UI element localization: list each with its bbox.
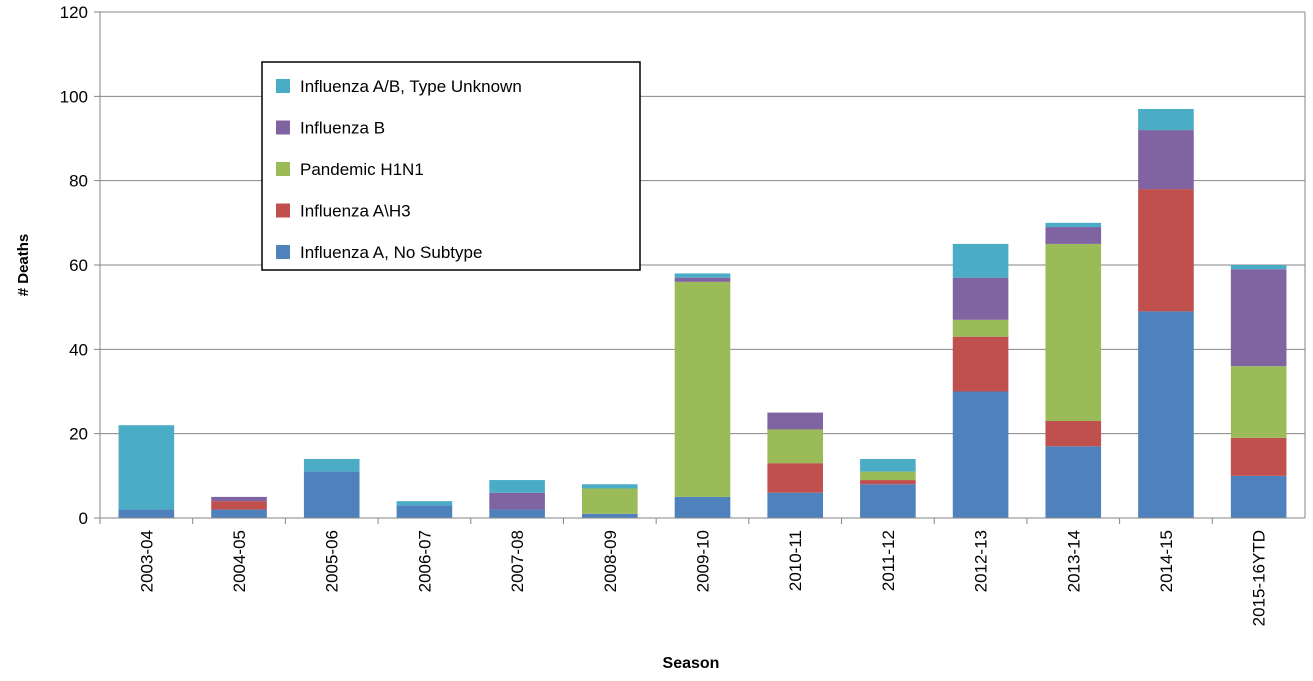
- legend-label: Influenza A/B, Type Unknown: [300, 77, 522, 96]
- y-tick-label: 120: [60, 3, 88, 22]
- bar-segment: [1045, 243, 1102, 422]
- bar-segment: [211, 501, 267, 510]
- bar-segment: [489, 509, 545, 518]
- bar-segment: [952, 391, 1009, 518]
- bar-segment: [767, 412, 823, 430]
- bar-segment: [489, 492, 545, 510]
- legend-swatch: [276, 120, 290, 135]
- x-tick-label: 2003-04: [137, 530, 156, 592]
- legend-box: [261, 61, 641, 271]
- bar-segment: [118, 509, 175, 518]
- x-tick-label: 2009-10: [694, 530, 713, 592]
- bar-segment: [1138, 108, 1194, 131]
- bar-segment: [674, 273, 731, 278]
- bar-segment: [860, 480, 916, 485]
- bar-segment: [118, 425, 175, 510]
- legend-swatch: [276, 79, 290, 93]
- bar-segment: [952, 243, 1009, 278]
- bar-segment: [1045, 222, 1102, 228]
- bar-segment: [952, 336, 1009, 392]
- bar-segment: [211, 509, 267, 518]
- bar-segment: [1138, 130, 1194, 190]
- bar-segment: [674, 281, 731, 497]
- bar-segment: [1230, 265, 1287, 270]
- bar-segment: [1230, 437, 1287, 476]
- bar-segment: [952, 277, 1009, 320]
- legend-label: Influenza B: [300, 119, 385, 138]
- bar-segment: [1230, 475, 1287, 518]
- bar-segment: [582, 513, 638, 518]
- x-tick-label: 2013-14: [1064, 530, 1083, 592]
- bar-segment: [489, 480, 545, 493]
- x-tick-label: 2005-06: [323, 530, 342, 592]
- bar-segment: [952, 319, 1009, 337]
- bar-segment: [1045, 446, 1102, 518]
- bar-segment: [860, 484, 916, 518]
- x-tick-label: 2010-11: [786, 530, 805, 591]
- legend-swatch: [276, 245, 290, 259]
- x-tick-label: 2011-12: [879, 530, 898, 591]
- y-tick-label: 60: [69, 256, 88, 275]
- bar-segment: [582, 488, 638, 514]
- bar-segment: [674, 277, 731, 282]
- bar-segment: [1138, 311, 1194, 518]
- x-tick-label: 2007-08: [508, 530, 527, 592]
- y-tick-label: 80: [69, 172, 88, 191]
- bar-segment: [860, 458, 916, 472]
- bar-segment: [1230, 269, 1287, 367]
- x-tick-label: 2008-09: [601, 530, 620, 592]
- bar-segment: [303, 471, 360, 518]
- y-tick-label: 20: [69, 425, 88, 444]
- x-axis-label: Season: [663, 655, 720, 672]
- bar-segment: [396, 501, 453, 506]
- y-tick-label: 0: [79, 509, 88, 528]
- y-axis-label: # Deaths: [15, 234, 32, 297]
- bar-segment: [211, 496, 267, 502]
- legend-swatch: [276, 203, 290, 218]
- bar-segment: [767, 429, 823, 464]
- x-tick-label: 2014-15: [1157, 530, 1176, 592]
- bar-segment: [674, 496, 731, 518]
- bar-segment: [860, 471, 916, 481]
- bar-segment: [1230, 366, 1287, 438]
- bar-segment: [1138, 189, 1194, 312]
- bar-segment: [303, 458, 360, 472]
- legend-label: Influenza A\H3: [300, 202, 411, 221]
- bar-segment: [767, 463, 823, 493]
- bar-segment: [1045, 227, 1102, 244]
- legend-label: Pandemic H1N1: [300, 160, 424, 179]
- x-tick-label: 2004-05: [230, 530, 249, 592]
- x-tick-label: 2015-16YTD: [1250, 530, 1269, 626]
- legend-label: Influenza A, No Subtype: [300, 243, 482, 262]
- y-tick-label: 100: [60, 87, 88, 106]
- y-tick-label: 40: [69, 340, 88, 359]
- bar-segment: [396, 505, 453, 518]
- x-tick-label: 2012-13: [972, 530, 991, 592]
- x-tick-label: 2006-07: [415, 530, 434, 592]
- bar-segment: [582, 484, 638, 489]
- legend-swatch: [276, 162, 290, 176]
- bar-segment: [767, 492, 823, 518]
- bar-segment: [1045, 421, 1102, 447]
